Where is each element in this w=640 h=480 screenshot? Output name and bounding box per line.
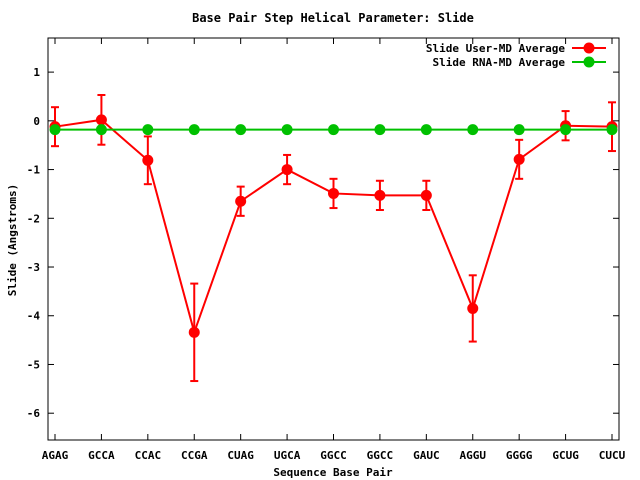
x-tick-label: UGCA — [274, 449, 301, 462]
data-point-rna-md — [606, 124, 618, 136]
data-point-user-md — [142, 154, 154, 166]
x-tick-label: AGGU — [460, 449, 487, 462]
data-point-rna-md — [281, 124, 293, 136]
x-tick-label: GCUG — [552, 449, 579, 462]
data-point-rna-md — [95, 124, 107, 136]
legend-label-user-md: Slide User-MD Average — [426, 42, 565, 55]
data-point-user-md — [467, 302, 479, 314]
x-tick-label: GGCC — [367, 449, 394, 462]
data-point-rna-md — [467, 124, 479, 136]
data-point-user-md — [281, 164, 293, 176]
legend-marker-user-md — [583, 42, 595, 54]
x-tick-label: CCGA — [181, 449, 208, 462]
data-point-user-md — [374, 189, 386, 201]
plot-area: 1 0 -1 -2 -3 -4 -5 -6 AGAG GCCA CCAC CCGA CUAG UGCA GG… — [27, 37, 626, 462]
data-point-rna-md — [49, 124, 61, 136]
y-tick-label: -5 — [27, 358, 40, 371]
x-tick-label: AGAG — [42, 449, 69, 462]
data-point-user-md — [328, 187, 339, 199]
data-point-rna-md — [420, 124, 432, 136]
x-tick-label: CCAC — [135, 449, 162, 462]
data-point-user-md — [235, 195, 247, 207]
y-tick-label: -6 — [27, 407, 41, 420]
data-point-rna-md — [374, 124, 386, 136]
legend-marker-rna-md — [583, 56, 595, 68]
x-tick-label: GGCC — [320, 449, 347, 462]
data-point-rna-md — [328, 124, 339, 136]
data-point-rna-md — [188, 124, 200, 136]
y-tick-label: -4 — [27, 310, 41, 323]
data-point-user-md — [95, 114, 107, 126]
x-tick-label: GCCA — [88, 449, 115, 462]
legend-label-rna-md: Slide RNA-MD Average — [433, 56, 566, 69]
y-tick-label: -1 — [27, 164, 41, 177]
data-point-user-md — [188, 326, 200, 338]
data-point-user-md — [513, 153, 525, 165]
x-tick-label: CUAG — [227, 449, 254, 462]
y-tick-label: 0 — [33, 115, 40, 128]
y-axis-label: Slide (Angstroms) — [6, 184, 19, 297]
y-tick-label: 1 — [33, 66, 40, 79]
x-tick-label: GGGG — [506, 449, 533, 462]
data-point-user-md — [420, 189, 432, 201]
chart-title: Base Pair Step Helical Parameter: Slide — [192, 11, 474, 25]
data-point-rna-md — [235, 124, 247, 136]
data-point-rna-md — [560, 124, 572, 136]
x-axis-label: Sequence Base Pair — [273, 466, 393, 479]
data-point-rna-md — [513, 124, 525, 136]
y-tick-label: -3 — [27, 261, 40, 274]
data-point-rna-md — [142, 124, 154, 136]
y-tick-label: -2 — [27, 212, 40, 225]
x-tick-label: GAUC — [413, 449, 440, 462]
x-tick-label: CUCU — [599, 449, 626, 462]
